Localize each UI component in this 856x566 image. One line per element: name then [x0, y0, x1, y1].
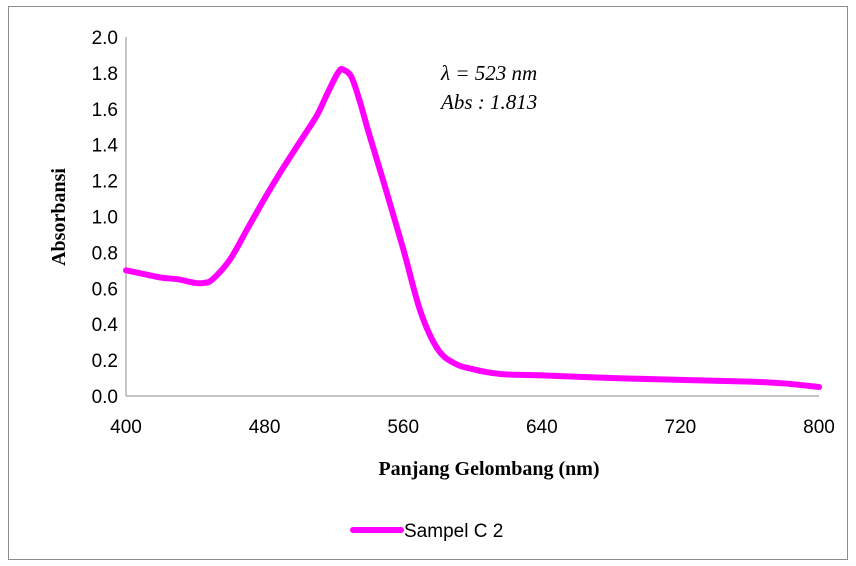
legend-label: Sampel C 2: [404, 521, 503, 542]
y-tick-label: 0.8: [92, 243, 118, 264]
chart-frame: 0.0 0.2 0.4 0.6 0.8 1.0 1.2 1.4 1.6 1.8 2.0 400 480…: [8, 6, 848, 560]
legend: Sampel C 2: [350, 521, 503, 542]
x-tick-label: 640: [526, 417, 558, 438]
y-tick-label: 0.2: [92, 351, 118, 372]
x-axis-title: Panjang Gelombang (nm): [378, 458, 599, 480]
chart-svg: 0.0 0.2 0.4 0.6 0.8 1.0 1.2 1.4 1.6 1.8 2.0 400 480…: [48, 28, 835, 542]
y-axis-title: Absorbansi: [48, 168, 70, 266]
y-tick-label: 2.0: [92, 28, 118, 49]
annotation-wavelength: λ = 523 nm: [440, 61, 537, 85]
series-group: [123, 65, 822, 391]
y-tick-label: 0.0: [92, 387, 118, 408]
y-tick-label: 1.2: [92, 172, 118, 193]
x-tick-labels: 400 480 560 640 720 800: [110, 417, 835, 438]
x-tick-label: 480: [249, 417, 281, 438]
y-tick-label: 1.8: [92, 64, 118, 85]
y-tick-label: 0.4: [92, 315, 119, 336]
y-tick-label: 1.6: [92, 100, 118, 121]
x-tick-label: 800: [803, 417, 835, 438]
y-tick-label: 1.4: [92, 136, 119, 157]
series-line: [123, 65, 822, 391]
x-tick-label: 560: [387, 417, 419, 438]
y-tick-labels: 0.0 0.2 0.4 0.6 0.8 1.0 1.2 1.4 1.6 1.8 2.0: [92, 28, 119, 408]
x-tick-label: 720: [665, 417, 697, 438]
x-tick-label: 400: [110, 417, 142, 438]
y-tick-label: 0.6: [92, 279, 118, 300]
y-tick-label: 1.0: [92, 208, 118, 229]
annotation-absorbance: Abs : 1.813: [439, 90, 537, 114]
